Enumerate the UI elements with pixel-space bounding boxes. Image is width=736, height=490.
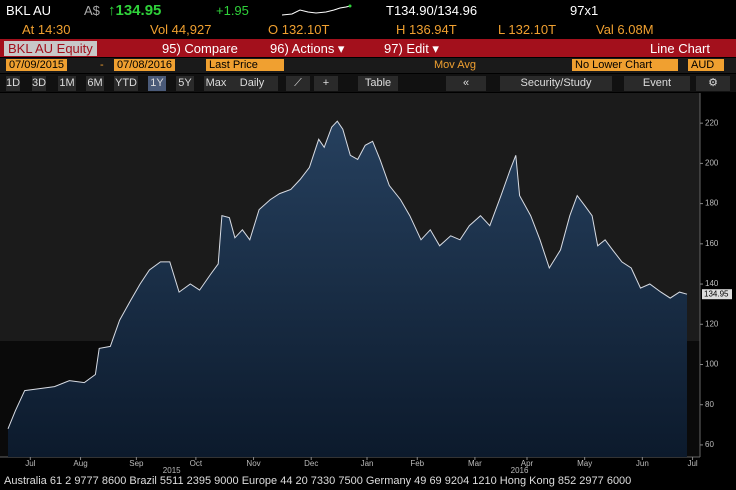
high: H 136.94T: [396, 22, 457, 37]
x-tick-label: Jun: [636, 459, 649, 468]
x-tick-label: Oct: [190, 459, 203, 468]
x-tick-label: Dec: [304, 459, 318, 468]
x-tick-label: Jul: [25, 459, 35, 468]
period-button[interactable]: 5Y: [176, 76, 194, 91]
year-label: 2016: [511, 466, 529, 473]
open: O 132.10T: [268, 22, 330, 37]
actions-button[interactable]: 96) Actions ▾: [270, 41, 345, 56]
ticker: BKL AU: [6, 3, 52, 18]
y-tick-label: 160: [705, 239, 719, 248]
period-button[interactable]: Max: [204, 76, 228, 91]
last-price-tag: [702, 289, 732, 300]
x-tick-label: Sep: [129, 459, 144, 468]
y-tick-label: 180: [705, 199, 719, 208]
x-tick-label: May: [577, 459, 592, 468]
date-separator: -: [100, 59, 104, 71]
year-label: 2015: [163, 466, 181, 473]
volume: Vol 44,927: [150, 22, 212, 37]
crosshair-tool[interactable]: +: [314, 76, 338, 91]
y-tick-label: 120: [705, 319, 719, 328]
x-tick-label: Jul: [687, 459, 697, 468]
draw-tool[interactable]: ⟋: [286, 76, 310, 91]
y-tick-label: 140: [705, 279, 719, 288]
period-button[interactable]: 1Y: [148, 76, 166, 91]
event-button[interactable]: Event: [624, 76, 690, 91]
time: At 14:30: [22, 22, 71, 37]
security-study-button[interactable]: Security/Study: [500, 76, 612, 91]
size: 97x1: [570, 3, 599, 18]
field[interactable]: Last Price: [206, 59, 284, 71]
x-tick-label: Jan: [361, 459, 374, 468]
low: L 132.10T: [498, 22, 557, 37]
y-tick-label: 100: [705, 360, 719, 369]
y-tick-label: 200: [705, 158, 719, 167]
chart: 60 80 100 120 140 160 180 200 220 Jul Aug Sep Oct Nov…: [0, 93, 732, 473]
x-tick-label: Nov: [246, 459, 260, 468]
footer: Australia 61 2 9777 8600 Brazil 5511 239…: [4, 475, 632, 487]
end-date[interactable]: 07/08/2016: [114, 59, 176, 71]
frequency[interactable]: Daily: [226, 76, 278, 91]
change: +1.95: [216, 3, 249, 18]
area: [8, 121, 687, 457]
lower-chart[interactable]: No Lower Chart: [572, 59, 678, 71]
table-button[interactable]: Table: [358, 76, 398, 91]
bid-ask: T134.90/134.96: [386, 3, 478, 18]
edit-button[interactable]: 97) Edit ▾: [384, 41, 439, 56]
value: Val 6.08M: [596, 22, 654, 37]
settings-button[interactable]: ⚙: [696, 76, 730, 91]
currency-select[interactable]: AUD: [688, 59, 724, 71]
currency: A$: [84, 3, 100, 18]
y-tick-label: 220: [705, 118, 719, 127]
period-button[interactable]: 3D: [32, 76, 47, 91]
x-tick-label: Aug: [73, 459, 87, 468]
x-tick-label: Feb: [410, 459, 424, 468]
security[interactable]: BKL AU Equity: [4, 41, 97, 56]
study[interactable]: Mov Avg: [434, 59, 476, 71]
last-price-label: 134.95: [704, 289, 729, 298]
x-tick-label: Mar: [468, 459, 482, 468]
sparkline: [282, 4, 352, 16]
last-price: ↑134.95: [108, 2, 162, 19]
menu-bar: [0, 39, 736, 57]
period-button[interactable]: 1D: [6, 76, 21, 91]
collapse-button[interactable]: «: [446, 76, 486, 91]
x-tick-label: Apr: [521, 459, 534, 468]
settings-bar: [0, 58, 736, 73]
period-button[interactable]: 1M: [58, 76, 76, 91]
view-name: Line Chart: [650, 41, 710, 56]
y-tick-label: 80: [705, 400, 714, 409]
start-date[interactable]: 07/09/2015: [6, 59, 68, 71]
period-button[interactable]: 6M: [86, 76, 104, 91]
compare-button[interactable]: 95) Compare: [162, 41, 238, 56]
period-button[interactable]: YTD: [114, 76, 138, 91]
line: [7, 120, 688, 429]
y-tick-label: 60: [705, 440, 714, 449]
